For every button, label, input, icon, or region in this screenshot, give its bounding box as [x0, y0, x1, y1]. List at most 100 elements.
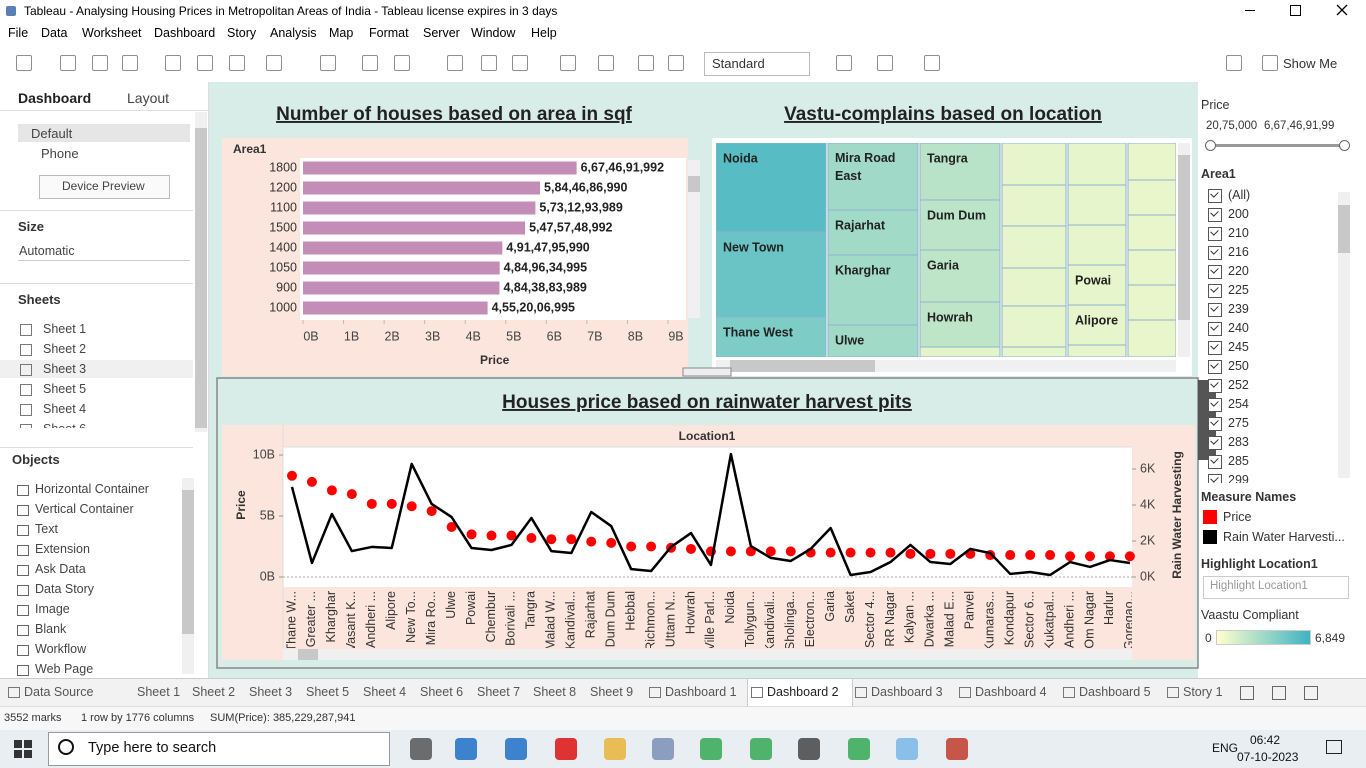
filter-item[interactable]: 299 — [1228, 473, 1249, 483]
sheet-tab[interactable]: Sheet 5 — [306, 685, 350, 699]
sheet-item[interactable]: Sheet 6 — [43, 422, 86, 428]
sheet-item[interactable]: Sheet 5 — [43, 382, 87, 396]
object-item[interactable]: Web Page — [35, 662, 94, 676]
checkbox[interactable] — [1208, 417, 1222, 431]
toolbar-icon[interactable] — [1226, 55, 1242, 71]
filter-item[interactable]: 200 — [1228, 207, 1249, 221]
filter-item[interactable]: 225 — [1228, 283, 1249, 297]
menu-item[interactable]: Story — [227, 26, 257, 40]
filter-item[interactable]: 245 — [1228, 340, 1249, 354]
taskbar-app[interactable] — [750, 738, 772, 760]
menu-item[interactable]: Server — [423, 26, 460, 40]
sheet-item[interactable]: Sheet 2 — [43, 342, 87, 356]
checkbox[interactable] — [1208, 360, 1222, 374]
checkbox[interactable] — [1208, 379, 1222, 393]
object-item[interactable]: Vertical Container — [35, 502, 134, 516]
toolbar-icon[interactable] — [122, 55, 138, 71]
sheet-item[interactable]: Sheet 1 — [43, 322, 87, 336]
size-dropdown[interactable]: Automatic — [19, 244, 75, 258]
toolbar-icon[interactable] — [266, 55, 282, 71]
toolbar-icon[interactable] — [924, 55, 940, 71]
object-item[interactable]: Text — [35, 522, 58, 536]
checkbox[interactable] — [1208, 189, 1222, 203]
toolbar-icon[interactable] — [668, 55, 684, 71]
device-option[interactable]: Phone — [41, 146, 79, 161]
sheet-item[interactable]: Sheet 3 — [43, 362, 87, 376]
highlighter-input[interactable] — [1203, 576, 1349, 599]
sheet-tab[interactable]: Story 1 — [1183, 685, 1223, 699]
filter-item[interactable]: 220 — [1228, 264, 1249, 278]
checkbox[interactable] — [1208, 436, 1222, 450]
show-me-label[interactable]: Show Me — [1283, 56, 1338, 71]
sheet-tab[interactable]: Dashboard 4 — [975, 685, 1047, 699]
filter-item[interactable]: 275 — [1228, 416, 1249, 430]
filter-item[interactable]: 240 — [1228, 321, 1249, 335]
toolbar-icon[interactable] — [836, 55, 852, 71]
taskbar-app[interactable] — [555, 738, 577, 760]
menu-item[interactable]: Help — [531, 26, 557, 40]
sheet-tab[interactable]: Dashboard 5 — [1079, 685, 1151, 699]
toolbar-icon[interactable] — [512, 55, 528, 71]
checkbox[interactable] — [1208, 455, 1222, 469]
filter-item[interactable]: 254 — [1228, 397, 1249, 411]
toolbar-icon[interactable] — [447, 55, 463, 71]
menu-item[interactable]: Window — [471, 26, 516, 40]
filter-item[interactable]: 285 — [1228, 454, 1249, 468]
sheet-item[interactable]: Sheet 4 — [43, 402, 87, 416]
new-tab-button[interactable] — [1240, 686, 1254, 700]
start-button[interactable] — [14, 740, 32, 758]
sheet-tab[interactable]: Dashboard 1 — [665, 685, 737, 699]
toolbar-icon[interactable] — [1262, 55, 1278, 71]
filter-item[interactable]: 216 — [1228, 245, 1249, 259]
sheet-tab[interactable]: Sheet 9 — [590, 685, 634, 699]
menu-item[interactable]: Analysis — [270, 26, 317, 40]
taskbar-app[interactable] — [652, 738, 674, 760]
new-tab-button[interactable] — [1304, 686, 1318, 700]
filter-item[interactable]: (All) — [1228, 188, 1251, 202]
sheet-tab[interactable]: Dashboard 3 — [871, 685, 943, 699]
filter-item[interactable]: 283 — [1228, 435, 1249, 449]
checkbox[interactable] — [1208, 398, 1222, 412]
object-item[interactable]: Data Story — [35, 582, 95, 596]
device-preview-button[interactable] — [39, 175, 170, 199]
close-button[interactable] — [1336, 4, 1348, 16]
taskbar-app[interactable] — [896, 738, 918, 760]
taskbar-app[interactable] — [604, 738, 626, 760]
filter-item[interactable]: 250 — [1228, 359, 1249, 373]
range-handle[interactable] — [1339, 140, 1350, 151]
range-handle[interactable] — [1205, 140, 1216, 151]
panel-tab[interactable]: Dashboard — [18, 90, 92, 106]
checkbox[interactable] — [1208, 341, 1222, 355]
panel-tab[interactable]: Layout — [127, 90, 170, 106]
sheet-tab[interactable]: Sheet 3 — [249, 685, 293, 699]
toolbar-icon[interactable] — [394, 55, 410, 71]
menu-item[interactable]: Worksheet — [82, 26, 142, 40]
toolbar-icon[interactable] — [165, 55, 181, 71]
notification-icon[interactable] — [1326, 740, 1342, 754]
menu-item[interactable]: File — [8, 26, 29, 40]
toolbar-icon[interactable] — [16, 55, 32, 71]
maximize-button[interactable] — [1290, 5, 1301, 16]
checkbox[interactable] — [1208, 265, 1222, 279]
fit-dropdown[interactable] — [704, 52, 810, 76]
checkbox[interactable] — [1208, 246, 1222, 260]
search-box[interactable] — [48, 732, 390, 766]
checkbox[interactable] — [1208, 284, 1222, 298]
taskbar-app[interactable] — [410, 738, 432, 760]
filter-item[interactable]: 210 — [1228, 226, 1249, 240]
taskbar-app[interactable] — [798, 738, 820, 760]
toolbar-icon[interactable] — [560, 55, 576, 71]
sheet-tab[interactable]: Sheet 1 — [137, 685, 181, 699]
object-item[interactable]: Extension — [35, 542, 90, 556]
sheet-tab[interactable]: Sheet 6 — [420, 685, 464, 699]
toolbar-icon[interactable] — [320, 55, 336, 71]
sheet-tab[interactable]: Sheet 7 — [477, 685, 521, 699]
toolbar-icon[interactable] — [877, 55, 893, 71]
sheet-tab[interactable]: Dashboard 2 — [767, 685, 839, 699]
taskbar-app[interactable] — [505, 738, 527, 760]
toolbar-icon[interactable] — [197, 55, 213, 71]
toolbar-icon[interactable] — [362, 55, 378, 71]
checkbox[interactable] — [1208, 322, 1222, 336]
toolbar-icon[interactable] — [229, 55, 245, 71]
taskbar-app[interactable] — [700, 738, 722, 760]
